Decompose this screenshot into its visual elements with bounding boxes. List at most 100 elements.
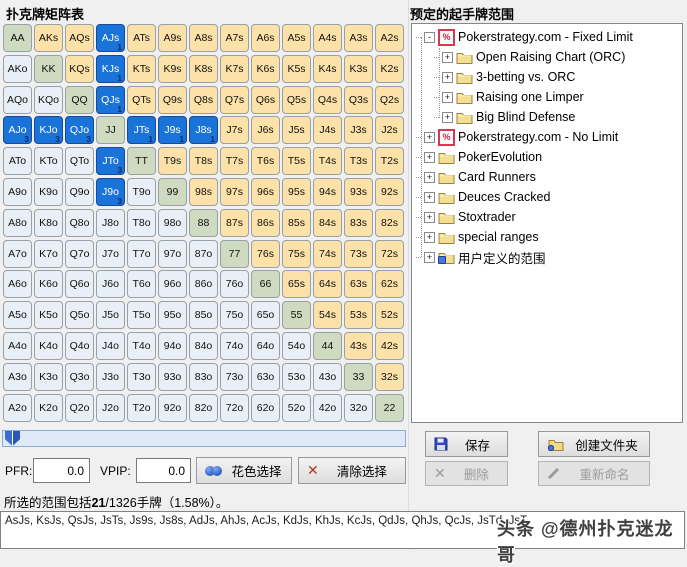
hand-cell-JJ[interactable]: JJ — [96, 116, 125, 145]
hand-cell-32o[interactable]: 32o — [344, 393, 373, 422]
hand-cell-85o[interactable]: 85o — [189, 301, 218, 330]
tree-item-1[interactable]: + Open Raising Chart (ORC) — [412, 47, 682, 67]
hand-cell-J5s[interactable]: J5s — [282, 116, 311, 145]
hand-cell-Q3o[interactable]: Q3o — [65, 362, 94, 391]
hand-cell-J9o[interactable]: J9o 3 — [96, 177, 125, 206]
vpip-input[interactable] — [136, 458, 191, 483]
hand-cell-96o[interactable]: 96o — [158, 270, 187, 299]
hand-cell-T9o[interactable]: T9o — [127, 177, 156, 206]
hand-cell-Q6s[interactable]: Q6s — [251, 85, 280, 114]
hand-cell-42o[interactable]: 42o — [313, 393, 342, 422]
hand-cell-84o[interactable]: 84o — [189, 331, 218, 360]
clear-selection-button[interactable]: ✕ 清除选择 — [298, 457, 406, 484]
hand-cell-KTo[interactable]: KTo — [34, 147, 63, 176]
hand-cell-A7o[interactable]: A7o — [3, 239, 32, 268]
hand-cell-94o[interactable]: 94o — [158, 331, 187, 360]
hand-cell-75s[interactable]: 75s — [282, 239, 311, 268]
hand-cell-AQs[interactable]: AQs — [65, 24, 94, 52]
hand-cell-A6s[interactable]: A6s — [251, 24, 280, 52]
hand-cell-85s[interactable]: 85s — [282, 208, 311, 237]
hand-cell-54o[interactable]: 54o — [282, 331, 311, 360]
tree-item-8[interactable]: + Deuces Cracked — [412, 187, 682, 207]
hand-cell-KJo[interactable]: KJo 3 — [34, 116, 63, 145]
hand-cell-J3o[interactable]: J3o — [96, 362, 125, 391]
hand-cell-T2o[interactable]: T2o — [127, 393, 156, 422]
hand-cell-43o[interactable]: 43o — [313, 362, 342, 391]
hand-cell-T6s[interactable]: T6s — [251, 147, 280, 176]
hand-cell-K7o[interactable]: K7o — [34, 239, 63, 268]
hand-cell-K4o[interactable]: K4o — [34, 331, 63, 360]
hand-cell-J2s[interactable]: J2s — [375, 116, 404, 145]
hand-cell-64s[interactable]: 64s — [313, 270, 342, 299]
hand-cell-95s[interactable]: 95s — [282, 177, 311, 206]
expand-icon[interactable]: + — [424, 211, 435, 223]
hand-cell-TT[interactable]: TT — [127, 147, 156, 176]
hand-cell-Q4o[interactable]: Q4o — [65, 331, 94, 360]
hand-cell-J4s[interactable]: J4s — [313, 116, 342, 145]
tree-item-9[interactable]: + Stoxtrader — [412, 207, 682, 227]
delete-button[interactable]: ✕ 删除 — [425, 461, 508, 486]
hand-cell-T9s[interactable]: T9s — [158, 147, 187, 176]
collapse-icon[interactable]: - — [424, 31, 435, 43]
hand-cell-J8o[interactable]: J8o — [96, 208, 125, 237]
hand-cell-63s[interactable]: 63s — [344, 270, 373, 299]
hand-cell-J6s[interactable]: J6s — [251, 116, 280, 145]
hand-cell-K2s[interactable]: K2s — [375, 54, 404, 83]
hand-cell-Q8o[interactable]: Q8o — [65, 208, 94, 237]
hand-cell-QJs[interactable]: QJs 1 — [96, 85, 125, 114]
hand-cell-QQ[interactable]: QQ — [65, 85, 94, 114]
hand-cell-K6o[interactable]: K6o — [34, 270, 63, 299]
hand-cell-J3s[interactable]: J3s — [344, 116, 373, 145]
hand-cell-A6o[interactable]: A6o — [3, 270, 32, 299]
expand-icon[interactable]: + — [442, 71, 453, 83]
hand-cell-52s[interactable]: 52s — [375, 301, 404, 330]
hand-cell-T3o[interactable]: T3o — [127, 362, 156, 391]
hand-cell-K3o[interactable]: K3o — [34, 362, 63, 391]
hand-cell-73o[interactable]: 73o — [220, 362, 249, 391]
hand-cell-84s[interactable]: 84s — [313, 208, 342, 237]
hand-cell-KK[interactable]: KK — [34, 54, 63, 83]
suit-select-button[interactable]: 花色选择 — [196, 457, 292, 484]
hand-cell-A8o[interactable]: A8o — [3, 208, 32, 237]
hand-cell-T5s[interactable]: T5s — [282, 147, 311, 176]
hand-cell-Q8s[interactable]: Q8s — [189, 85, 218, 114]
hand-cell-72s[interactable]: 72s — [375, 239, 404, 268]
expand-icon[interactable]: + — [424, 171, 435, 183]
hand-cell-ATs[interactable]: ATs — [127, 24, 156, 52]
range-slider-thumb[interactable] — [5, 431, 20, 446]
tree-item-6[interactable]: + PokerEvolution — [412, 147, 682, 167]
hand-cell-JTo[interactable]: JTo 3 — [96, 147, 125, 176]
tree-item-3[interactable]: + Raising one Limper — [412, 87, 682, 107]
hand-cell-76o[interactable]: 76o — [220, 270, 249, 299]
create-folder-button[interactable]: 创建文件夹 — [538, 431, 650, 457]
hand-cell-22[interactable]: 22 — [375, 393, 404, 422]
hand-cell-KTs[interactable]: KTs — [127, 54, 156, 83]
hand-cell-Q2s[interactable]: Q2s — [375, 85, 404, 114]
hand-cell-95o[interactable]: 95o — [158, 301, 187, 330]
save-button[interactable]: 保存 — [425, 431, 508, 457]
hand-cell-92s[interactable]: 92s — [375, 177, 404, 206]
tree-item-0[interactable]: -% Pokerstrategy.com - Fixed Limit — [412, 27, 682, 47]
hand-cell-A7s[interactable]: A7s — [220, 24, 249, 52]
hand-cell-98o[interactable]: 98o — [158, 208, 187, 237]
hand-cell-Q6o[interactable]: Q6o — [65, 270, 94, 299]
hand-cell-A2s[interactable]: A2s — [375, 24, 404, 52]
hand-cell-A8s[interactable]: A8s — [189, 24, 218, 52]
hand-cell-ATo[interactable]: ATo — [3, 147, 32, 176]
hand-cell-86o[interactable]: 86o — [189, 270, 218, 299]
hand-cell-32s[interactable]: 32s — [375, 362, 404, 391]
expand-icon[interactable]: + — [424, 151, 435, 163]
expand-icon[interactable]: + — [442, 111, 453, 123]
hand-cell-J9s[interactable]: J9s 1 — [158, 116, 187, 145]
hand-cell-Q9o[interactable]: Q9o — [65, 177, 94, 206]
expand-icon[interactable]: + — [442, 91, 453, 103]
hand-cell-A3s[interactable]: A3s — [344, 24, 373, 52]
hand-cell-T8s[interactable]: T8s — [189, 147, 218, 176]
hand-cell-Q7o[interactable]: Q7o — [65, 239, 94, 268]
hand-cell-AJs[interactable]: AJs 1 — [96, 24, 125, 52]
hand-cell-JTs[interactable]: JTs 1 — [127, 116, 156, 145]
hand-cell-K8o[interactable]: K8o — [34, 208, 63, 237]
hand-cell-98s[interactable]: 98s — [189, 177, 218, 206]
hand-cell-74s[interactable]: 74s — [313, 239, 342, 268]
range-slider-track[interactable] — [2, 430, 406, 447]
